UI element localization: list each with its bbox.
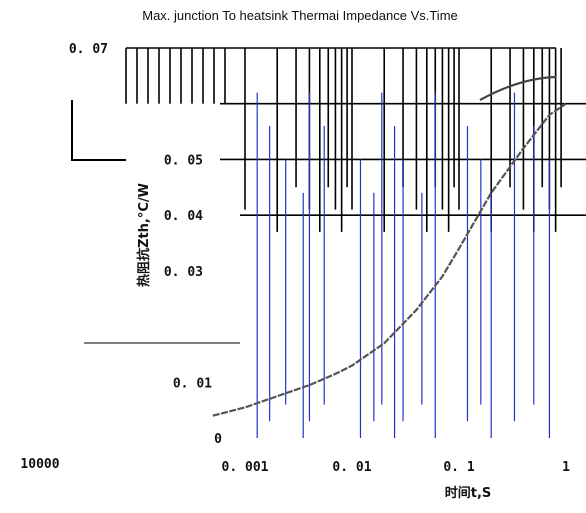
y-tick-label: 0. 01 bbox=[173, 376, 212, 391]
tick-layer: 0. 001 0. 01 0. 1 1 10000 0. 07 0. 05 0. 04 0. 0… bbox=[20, 42, 570, 475]
y-tick-label: 0. 07 bbox=[69, 42, 108, 57]
x-tick-label: 0. 001 bbox=[222, 460, 269, 475]
y-tick-label: 0 bbox=[214, 432, 222, 447]
series-line bbox=[479, 75, 557, 101]
x-tick-label: 0. 01 bbox=[332, 460, 371, 475]
x-axis-label: 时间t,S bbox=[445, 485, 492, 501]
chart-title: Max. junction To heatsink Thermai Impeda… bbox=[142, 8, 458, 23]
y-tick-label: 0. 05 bbox=[164, 153, 203, 168]
grid-layer bbox=[71, 47, 586, 438]
curve-layer bbox=[212, 75, 567, 417]
x-tick-label: 1 bbox=[562, 460, 570, 475]
grid-artifact bbox=[71, 100, 126, 161]
x-tick-label: 10000 bbox=[20, 457, 59, 472]
y-axis-label: 热阻抗Zth,°C/W bbox=[136, 183, 152, 287]
series-line bbox=[212, 102, 567, 417]
y-tick-label: 0. 04 bbox=[164, 209, 203, 224]
x-tick-label: 0. 1 bbox=[443, 460, 474, 475]
y-tick-label: 0. 03 bbox=[164, 265, 203, 280]
